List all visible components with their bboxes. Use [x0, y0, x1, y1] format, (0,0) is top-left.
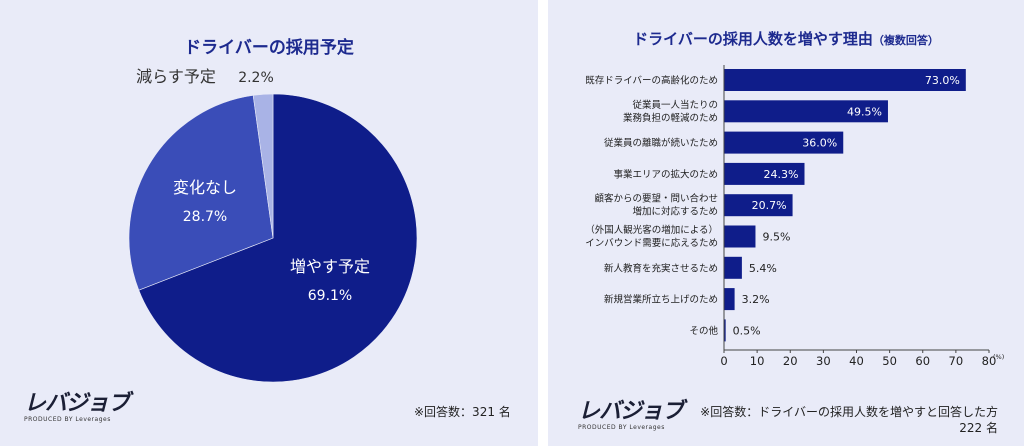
- bar-value-label: 49.5%: [847, 105, 882, 118]
- bar: [724, 131, 844, 154]
- x-axis-unit: (%): [993, 353, 1004, 361]
- category-label: その他: [689, 325, 718, 337]
- pie-chart-panel: ドライバーの採用予定 増やす予定 69.1% 変化なし 28.7% 減らす予定 2.2% …: [0, 0, 538, 446]
- bar-value-label: 20.7%: [752, 199, 787, 212]
- bar-value-label: 36.0%: [802, 137, 837, 150]
- x-tick-label: 20: [783, 354, 798, 368]
- x-tick-label: 0: [720, 354, 727, 368]
- category-label: 従業員一人当たりの: [632, 99, 718, 111]
- bar-chart-title-suffix: （複数回答）: [872, 34, 939, 47]
- pie-chart-title: ドライバーの採用予定: [184, 38, 354, 58]
- bar-value-label: 5.4%: [749, 262, 777, 275]
- x-tick-label: 50: [882, 354, 897, 368]
- category-label: 増加に対応するため: [632, 206, 718, 218]
- logo-mark: レバジョブ: [24, 391, 130, 416]
- category-label: 新規営業所立ち上げのため: [604, 294, 718, 306]
- category-label: 従業員の離職が続いたため: [604, 137, 718, 149]
- category-label: インバウンド需要に応えるため: [585, 237, 718, 249]
- category-label: 顧客からの要望・問い合わせ: [594, 193, 718, 205]
- category-label: 新人教育を充実させるため: [604, 262, 718, 274]
- x-tick-label: 70: [949, 354, 964, 368]
- x-tick-label: 30: [816, 354, 831, 368]
- x-tick-label: 60: [915, 354, 930, 368]
- bar: [724, 256, 742, 279]
- bar: [724, 319, 726, 342]
- levajob-logo: レバジョブ PRODUCED BY Leverages: [24, 391, 130, 424]
- bar: [724, 288, 735, 311]
- pie-slice-label: 変化なし: [173, 178, 237, 197]
- logo-sub: PRODUCED BY Leverages: [24, 416, 111, 423]
- logo-mark: レバジョブ: [578, 399, 684, 424]
- respondent-note: ※回答数：ドライバーの採用人数を増やすと回答した方 222 名: [700, 404, 998, 436]
- category-label: 事業エリアの拡大のため: [613, 168, 718, 180]
- bar: [724, 225, 756, 248]
- respondent-note: ※回答数：321 名: [414, 405, 511, 419]
- bar: [724, 194, 793, 217]
- bar-chart-panel: ドライバーの採用人数を増やす理由（複数回答） 既存ドライバーの高齢化のため 73.…: [548, 0, 1024, 446]
- category-label: 業務負担の軽減のため: [623, 112, 718, 124]
- x-tick-label: 40: [849, 354, 864, 368]
- pie-slice-value: 28.7%: [183, 209, 227, 225]
- pie-slice: [128, 95, 274, 291]
- pie-slice-label: 減らす予定: [136, 67, 216, 86]
- bar-chart-title-main: ドライバーの採用人数を増やす理由: [633, 30, 873, 48]
- respondent-note-line2: 222 名: [959, 421, 998, 435]
- bar-chart-title: ドライバーの採用人数を増やす理由（複数回答）: [548, 28, 1024, 49]
- bar-value-label: 0.5%: [733, 324, 761, 337]
- x-tick-label: 80: [982, 354, 997, 368]
- pie-chart: 増やす予定 69.1% 変化なし 28.7% 減らす予定 2.2%: [128, 67, 418, 383]
- logo-sub: PRODUCED BY Leverages: [578, 424, 665, 431]
- bar-value-label: 73.0%: [925, 74, 960, 87]
- category-label: 既存ドライバーの高齢化のため: [585, 75, 718, 87]
- category-label: （外国人観光客の増加による）: [585, 224, 718, 236]
- bar-value-label: 24.3%: [764, 168, 799, 181]
- bar: [724, 100, 888, 123]
- pie-slice-value: 69.1%: [308, 288, 352, 304]
- bar: [724, 162, 805, 185]
- respondent-note-line1: ※回答数：ドライバーの採用人数を増やすと回答した方: [700, 405, 998, 419]
- pie-slice-value: 2.2%: [238, 70, 274, 86]
- x-tick-label: 10: [750, 354, 765, 368]
- pie-slice: [138, 93, 418, 383]
- pie-slice-label: 増やす予定: [290, 257, 370, 276]
- bar-value-label: 9.5%: [762, 231, 790, 244]
- bar: [724, 69, 966, 91]
- pie-slice: [252, 93, 274, 239]
- levajob-logo: レバジョブ PRODUCED BY Leverages: [578, 399, 684, 432]
- bar-value-label: 3.2%: [742, 293, 770, 306]
